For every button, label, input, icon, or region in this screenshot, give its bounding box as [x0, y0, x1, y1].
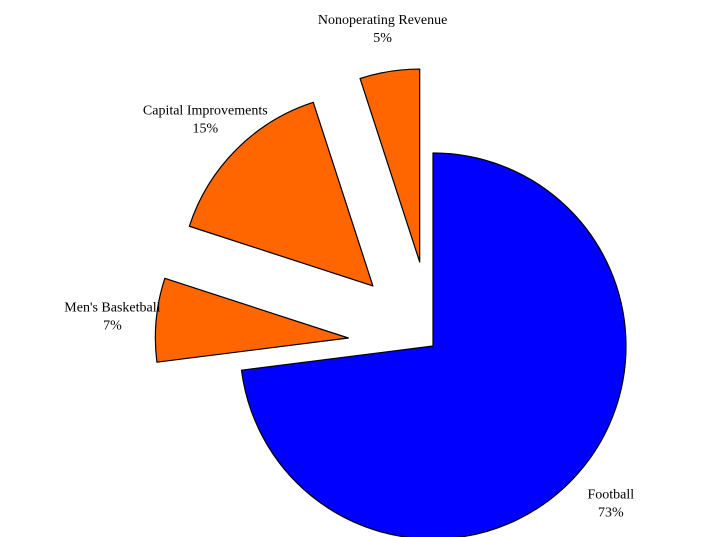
pie-slice-men-s-basketball [154, 277, 349, 363]
slice-name: Capital Improvements [143, 103, 268, 118]
slice-label-men-s-basketball: Men's Basketball 7% [64, 301, 160, 334]
slice-name: Men's Basketball [64, 301, 160, 316]
pie-slice-nonoperating-revenue [359, 68, 421, 263]
slice-percent: 5% [373, 31, 392, 46]
slice-percent: 15% [192, 121, 218, 136]
slice-percent: 7% [103, 319, 122, 334]
slice-name: Nonoperating Revenue [318, 13, 447, 28]
pie-slice-capital-improvements [188, 101, 374, 287]
slice-label-football: Football 73% [587, 488, 634, 521]
pie-labels: Football 73% Men's Basketball 7% Capital Imp… [64, 13, 634, 521]
slice-name: Football [587, 488, 634, 503]
pie-slice-football [240, 152, 627, 537]
slice-label-capital-improvements: Capital Improvements 15% [143, 103, 268, 136]
pie-slices [154, 68, 627, 537]
slice-label-nonoperating-revenue: Nonoperating Revenue 5% [318, 13, 447, 46]
slice-percent: 73% [598, 506, 624, 521]
